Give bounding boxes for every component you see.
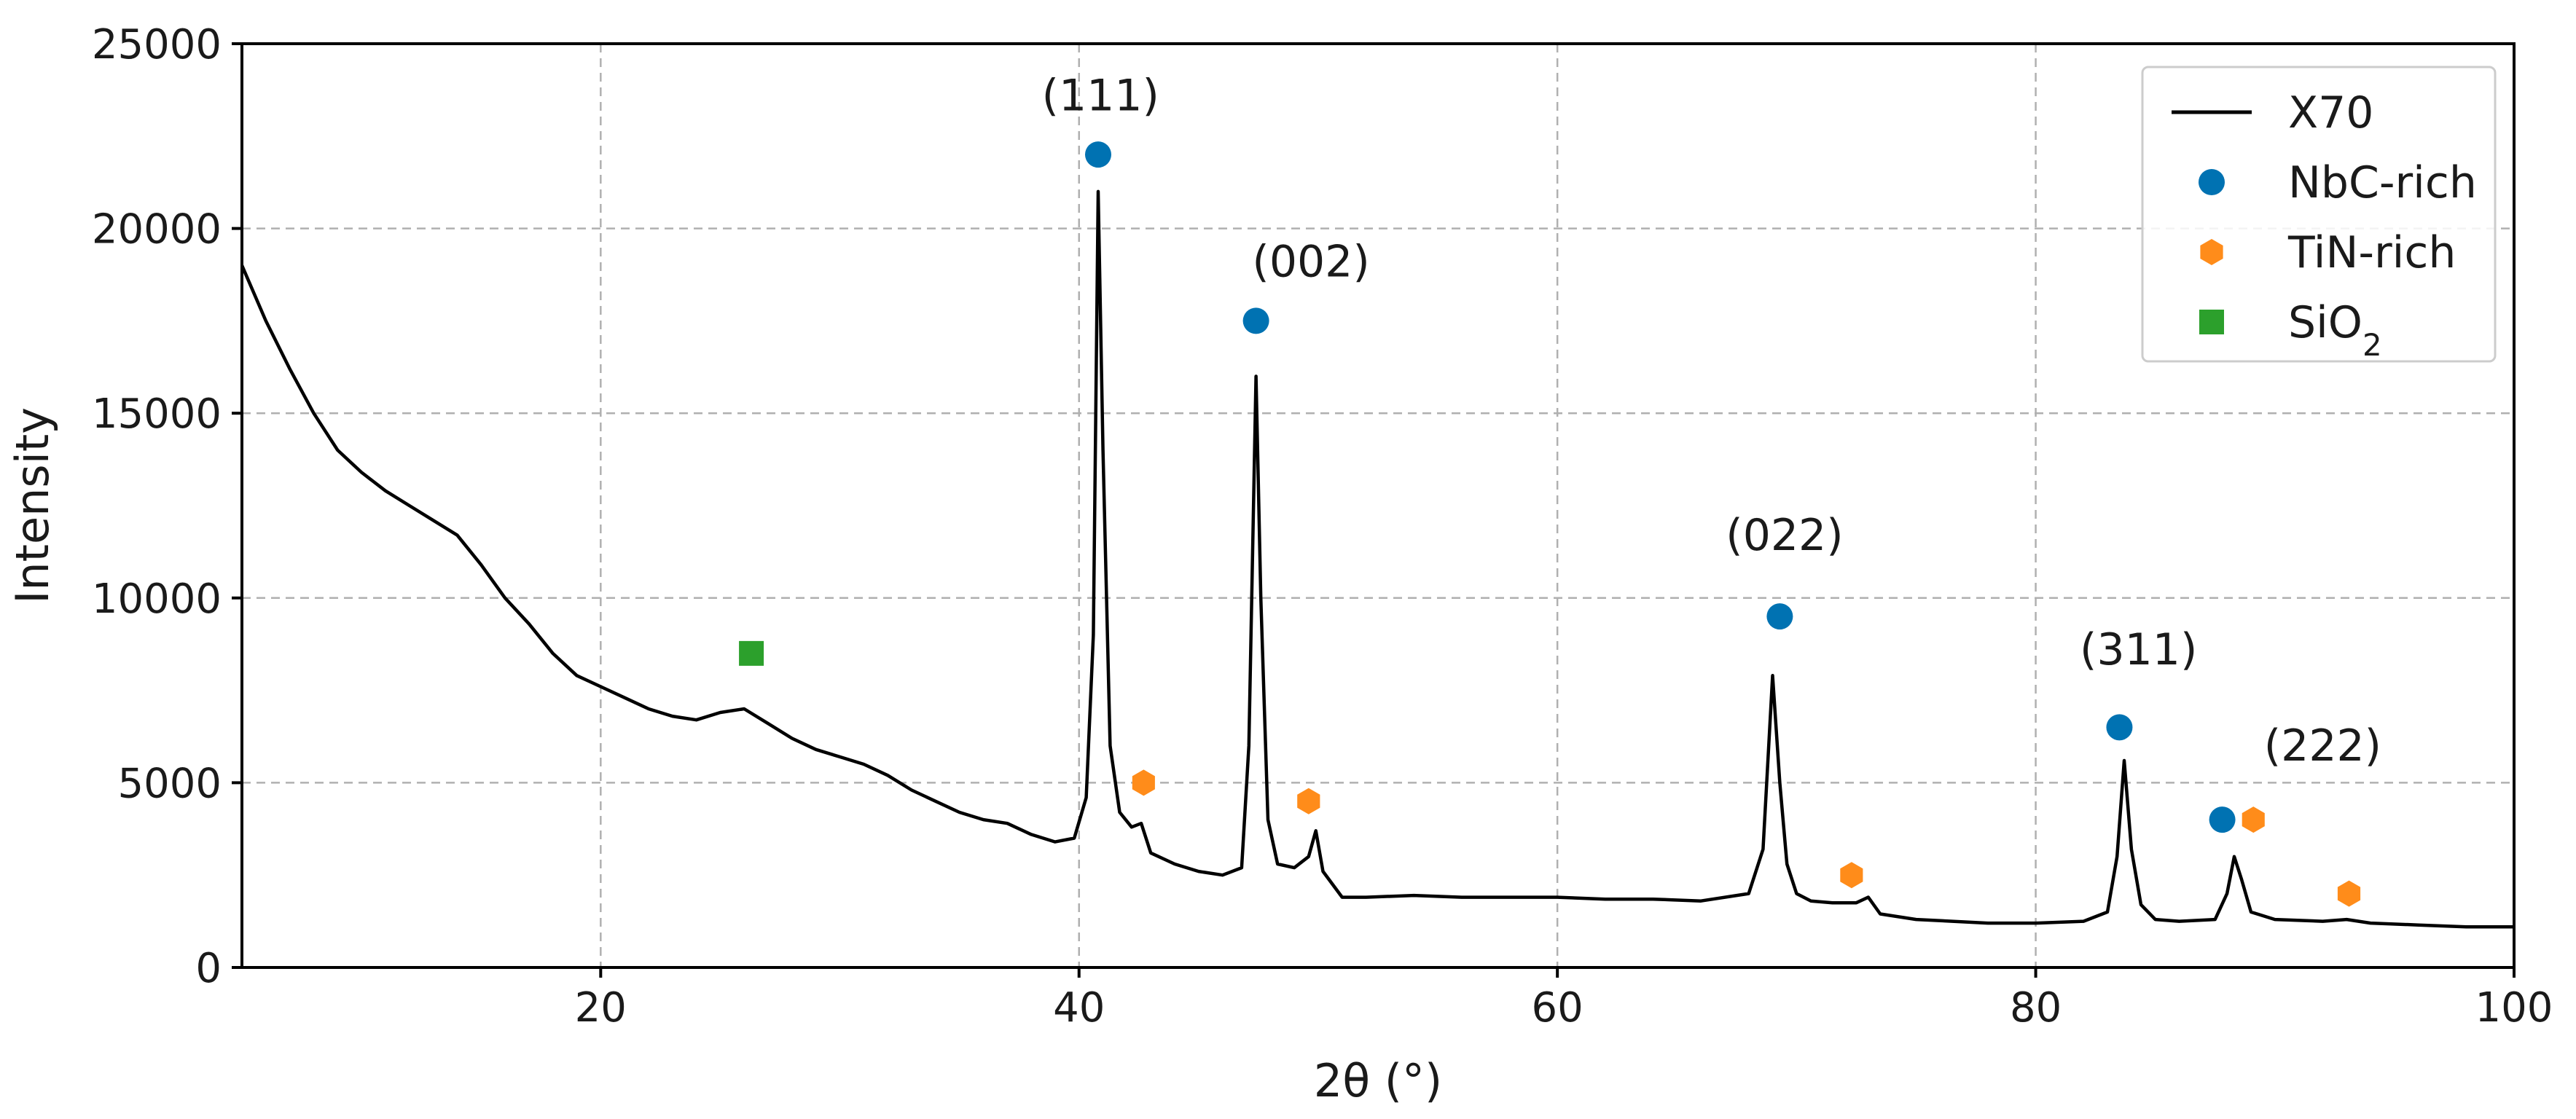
x-tick-label: 80 [2010, 984, 2062, 1032]
peak-label: (111) [1042, 70, 1159, 121]
grid-lines [242, 44, 2514, 967]
x70-line [240, 189, 2514, 929]
peak-label: (311) [2080, 624, 2197, 675]
tin-rich-marker [1840, 862, 1863, 889]
nbc-rich-marker [2106, 714, 2133, 741]
legend-nbc-rich-swatch [2199, 169, 2225, 195]
peak-label: (022) [1726, 510, 1843, 561]
y-tick-label: 25000 [92, 21, 222, 68]
legend-label-subscript: 2 [2362, 327, 2382, 363]
line-series [240, 189, 2514, 929]
legend-label-nbc-rich: NbC-rich [2288, 157, 2477, 208]
legend-sio-swatch [2199, 310, 2224, 334]
tin-rich-marker [2242, 806, 2265, 833]
y-tick-label: 10000 [92, 576, 222, 623]
x-tick-label: 100 [2475, 984, 2553, 1032]
marker-series [739, 141, 2361, 907]
sio-marker [739, 640, 764, 666]
peak-label: (222) [2264, 721, 2381, 771]
tin-rich-marker [1132, 769, 1155, 796]
y-tick-label: 15000 [92, 390, 222, 438]
y-tick-label: 0 [195, 945, 222, 992]
axis-ticks: 20 40 60 80 100 0 5000 10000 15000 20000 25000 [92, 21, 2553, 1032]
legend-tin-rich-swatch [2200, 239, 2223, 265]
x-tick-label: 60 [1532, 984, 1583, 1032]
peak-annotations: (111) (002) (022) (311) (222) [1042, 70, 2381, 771]
tin-rich-marker [1297, 788, 1320, 814]
nbc-rich-marker [1084, 141, 1111, 168]
x-tick-label: 40 [1053, 984, 1105, 1032]
nbc-rich-marker [1766, 603, 1793, 630]
x-axis-title: 2θ (°) [1314, 1054, 1442, 1107]
nbc-rich-marker [2209, 806, 2236, 833]
peak-label: (002) [1252, 237, 1369, 288]
y-tick-label: 5000 [117, 760, 222, 807]
tin-rich-marker [2337, 880, 2361, 907]
x-tick-label: 20 [575, 984, 627, 1032]
legend-label-x70: X70 [2288, 87, 2373, 138]
legend-label-tin-rich: TiN-rich [2287, 227, 2456, 278]
y-tick-label: 20000 [92, 206, 222, 254]
legend-box [2141, 66, 2497, 363]
plot-frame [240, 42, 2516, 969]
y-axis-title: Intensity [6, 407, 59, 604]
nbc-rich-marker [1242, 307, 1269, 334]
